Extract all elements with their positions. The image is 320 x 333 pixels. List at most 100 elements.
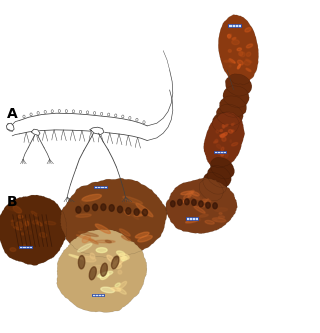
Ellipse shape [93,112,96,115]
Ellipse shape [232,40,239,45]
Ellipse shape [237,65,240,69]
Ellipse shape [122,236,131,241]
Ellipse shape [82,194,101,201]
Ellipse shape [183,190,194,199]
Ellipse shape [194,206,205,213]
Ellipse shape [69,254,83,259]
Ellipse shape [214,141,217,143]
Ellipse shape [222,125,224,128]
Ellipse shape [216,130,219,133]
Ellipse shape [95,240,115,243]
Ellipse shape [115,283,120,287]
Ellipse shape [25,221,29,226]
Ellipse shape [11,220,14,222]
Ellipse shape [171,201,175,207]
Ellipse shape [89,239,98,244]
Polygon shape [223,86,249,108]
Ellipse shape [80,200,88,207]
Ellipse shape [246,59,252,63]
Ellipse shape [101,287,115,293]
Ellipse shape [215,139,218,143]
Ellipse shape [121,256,127,261]
Ellipse shape [138,235,152,242]
Ellipse shape [108,113,110,116]
Ellipse shape [228,34,231,38]
Polygon shape [216,104,243,126]
Ellipse shape [188,194,191,197]
Ellipse shape [199,201,203,207]
Bar [228,24,241,27]
Ellipse shape [199,205,205,207]
Ellipse shape [117,288,126,294]
Ellipse shape [114,262,122,268]
Ellipse shape [198,199,209,206]
Ellipse shape [90,253,95,259]
Ellipse shape [95,224,110,233]
Ellipse shape [16,222,23,227]
Ellipse shape [14,227,21,230]
Ellipse shape [39,232,47,237]
Ellipse shape [78,255,85,269]
Text: B: B [7,195,18,209]
Ellipse shape [10,248,16,251]
Ellipse shape [118,281,127,289]
Ellipse shape [222,137,226,141]
Ellipse shape [228,34,232,39]
Ellipse shape [198,196,202,200]
Ellipse shape [231,143,238,146]
Ellipse shape [44,111,46,114]
Ellipse shape [96,248,107,253]
Polygon shape [6,123,14,131]
Ellipse shape [232,37,236,40]
Ellipse shape [100,272,109,279]
Ellipse shape [111,256,119,269]
Bar [92,294,104,296]
Ellipse shape [228,50,231,52]
Ellipse shape [214,219,217,221]
Ellipse shape [100,263,108,276]
Ellipse shape [116,251,125,255]
Ellipse shape [109,205,114,211]
Ellipse shape [223,125,228,127]
Ellipse shape [37,112,39,115]
Polygon shape [0,195,67,265]
Ellipse shape [206,202,210,208]
Polygon shape [31,129,40,136]
Ellipse shape [6,207,17,211]
Ellipse shape [23,225,27,230]
Ellipse shape [11,223,14,226]
Ellipse shape [92,204,98,211]
Ellipse shape [23,219,27,221]
Ellipse shape [178,199,182,205]
Ellipse shape [98,271,113,277]
Polygon shape [165,178,237,234]
Ellipse shape [21,233,24,235]
Ellipse shape [122,115,124,118]
Ellipse shape [100,112,103,115]
Ellipse shape [78,244,92,252]
Ellipse shape [65,110,68,113]
Polygon shape [204,112,245,168]
Ellipse shape [105,240,111,243]
Ellipse shape [76,206,81,213]
Ellipse shape [22,245,27,248]
Ellipse shape [190,193,200,199]
Ellipse shape [196,217,201,221]
Polygon shape [203,172,227,194]
Ellipse shape [214,208,228,211]
Bar [186,217,198,220]
Polygon shape [219,96,246,117]
Ellipse shape [107,255,116,263]
Ellipse shape [217,145,221,149]
Polygon shape [207,166,231,187]
Ellipse shape [202,199,211,202]
Ellipse shape [123,196,142,204]
Ellipse shape [192,199,196,205]
Ellipse shape [220,130,222,132]
Ellipse shape [45,221,56,225]
Ellipse shape [186,219,199,223]
Polygon shape [60,178,167,258]
Polygon shape [57,229,147,312]
Ellipse shape [119,229,130,236]
Ellipse shape [82,256,96,262]
